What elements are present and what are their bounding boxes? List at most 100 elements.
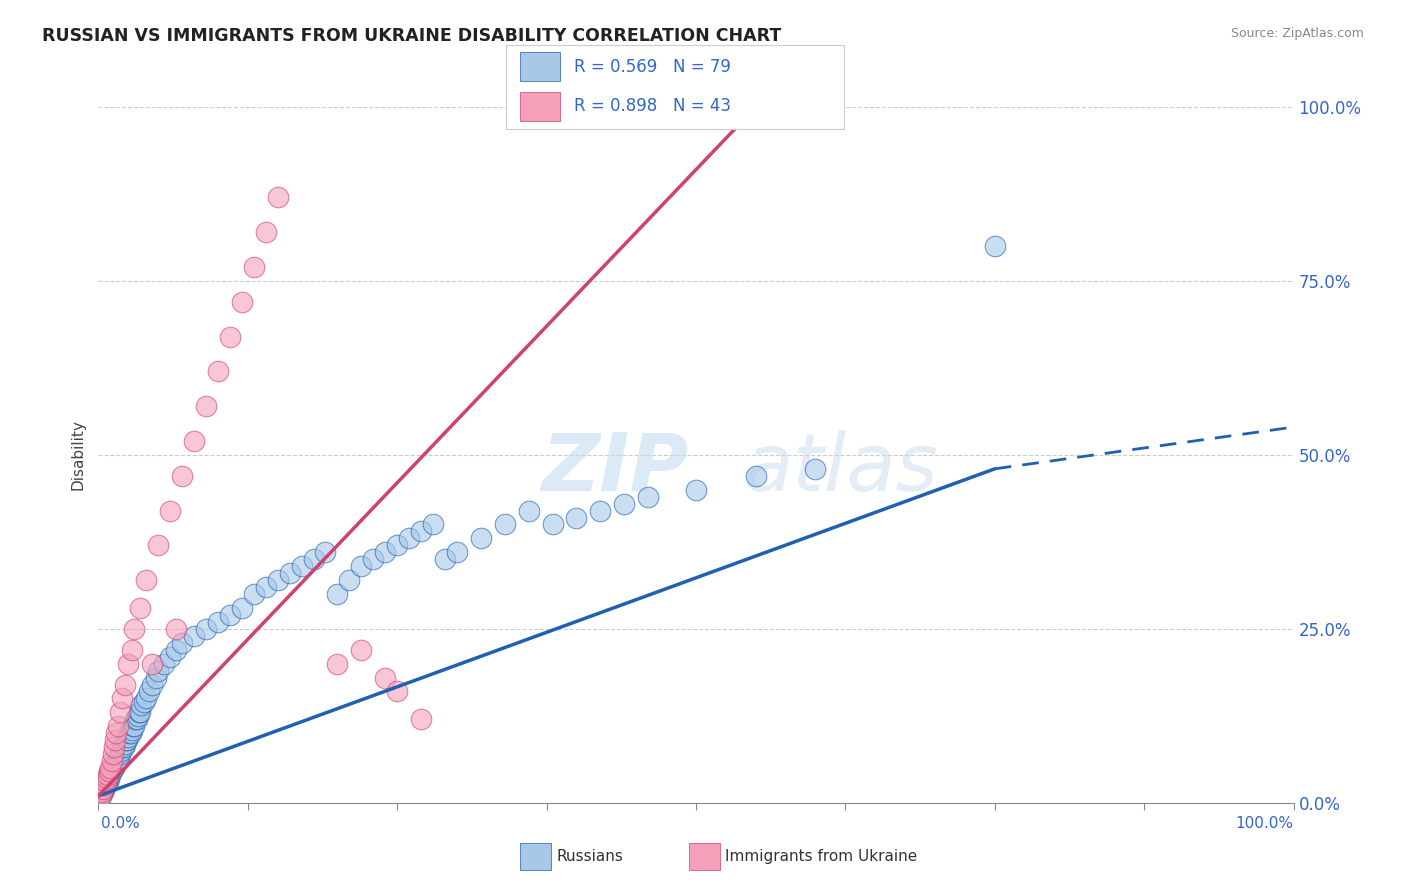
Point (254, 225, 277, 239)
Text: RUSSIAN VS IMMIGRANTS FROM UKRAINE DISABILITY CORRELATION CHART: RUSSIAN VS IMMIGRANTS FROM UKRAINE DISAB… (42, 27, 782, 45)
Point (339, 573, 360, 587)
Point (108, 706, 131, 720)
Point (124, 719, 146, 733)
Point (165, 642, 187, 657)
Point (541, 517, 564, 532)
Point (94, 778, 117, 792)
Point (398, 532, 420, 546)
Point (254, 580, 277, 594)
Point (112, 740, 135, 755)
Point (129, 601, 152, 615)
Point (103, 761, 125, 775)
Point (107, 754, 129, 768)
Point (411, 524, 433, 539)
Point (96, 775, 118, 789)
Point (135, 573, 157, 587)
Point (100, 754, 122, 768)
Point (231, 601, 253, 615)
Point (565, 510, 588, 524)
Point (114, 737, 136, 751)
Point (984, 239, 1007, 253)
Point (121, 723, 143, 737)
Point (267, 573, 290, 587)
Point (183, 629, 205, 643)
Point (131, 698, 153, 713)
Text: atlas: atlas (744, 430, 939, 508)
Point (111, 691, 134, 706)
Point (613, 497, 636, 511)
Point (117, 730, 139, 744)
Point (122, 719, 145, 733)
Point (411, 712, 433, 726)
Point (118, 726, 141, 740)
Point (145, 671, 167, 685)
Point (104, 757, 127, 772)
Point (231, 294, 253, 309)
Point (172, 636, 194, 650)
Text: 0.0%: 0.0% (101, 816, 141, 831)
Point (243, 260, 266, 274)
Point (243, 587, 266, 601)
Point (110, 744, 132, 758)
Point (91, 781, 114, 796)
Point (374, 545, 396, 559)
Point (517, 503, 540, 517)
Text: R = 0.569   N = 79: R = 0.569 N = 79 (574, 58, 731, 76)
Point (470, 532, 492, 546)
Point (350, 642, 373, 657)
Point (326, 657, 349, 671)
Point (127, 708, 149, 723)
Point (267, 190, 290, 204)
Point (141, 677, 163, 691)
Point (172, 468, 194, 483)
Point (194, 622, 218, 636)
Point (685, 483, 707, 497)
Point (494, 517, 516, 532)
Point (100, 764, 122, 779)
Point (194, 399, 218, 413)
Point (101, 761, 124, 775)
Point (165, 622, 187, 636)
Text: 100.0%: 100.0% (1236, 816, 1294, 831)
Point (745, 468, 768, 483)
Point (98, 772, 121, 786)
Point (141, 657, 163, 671)
Bar (520, 53, 560, 81)
Point (91, 785, 114, 799)
Point (148, 664, 170, 678)
Point (315, 545, 337, 559)
Point (125, 712, 148, 726)
Point (105, 726, 128, 740)
Point (183, 434, 205, 448)
Point (128, 706, 150, 720)
Point (97, 775, 120, 789)
Point (385, 538, 409, 552)
Point (98, 764, 121, 779)
Point (326, 587, 349, 601)
Point (107, 719, 129, 733)
Point (103, 740, 125, 755)
Point (290, 559, 312, 574)
Point (124, 622, 146, 636)
Point (98, 768, 122, 782)
Point (637, 490, 659, 504)
Point (433, 552, 456, 566)
Point (207, 615, 229, 629)
Point (115, 733, 138, 747)
Point (124, 712, 146, 726)
Point (135, 691, 157, 706)
Point (90, 789, 112, 803)
Point (446, 545, 468, 559)
Point (374, 671, 396, 685)
Point (108, 747, 131, 761)
Point (105, 754, 128, 768)
Point (153, 657, 176, 671)
Point (302, 552, 325, 566)
Point (107, 750, 129, 764)
Point (101, 747, 124, 761)
Point (114, 677, 136, 691)
Text: Source: ZipAtlas.com: Source: ZipAtlas.com (1230, 27, 1364, 40)
Point (90, 789, 112, 803)
Point (350, 559, 373, 574)
Text: ZIP: ZIP (540, 430, 688, 508)
